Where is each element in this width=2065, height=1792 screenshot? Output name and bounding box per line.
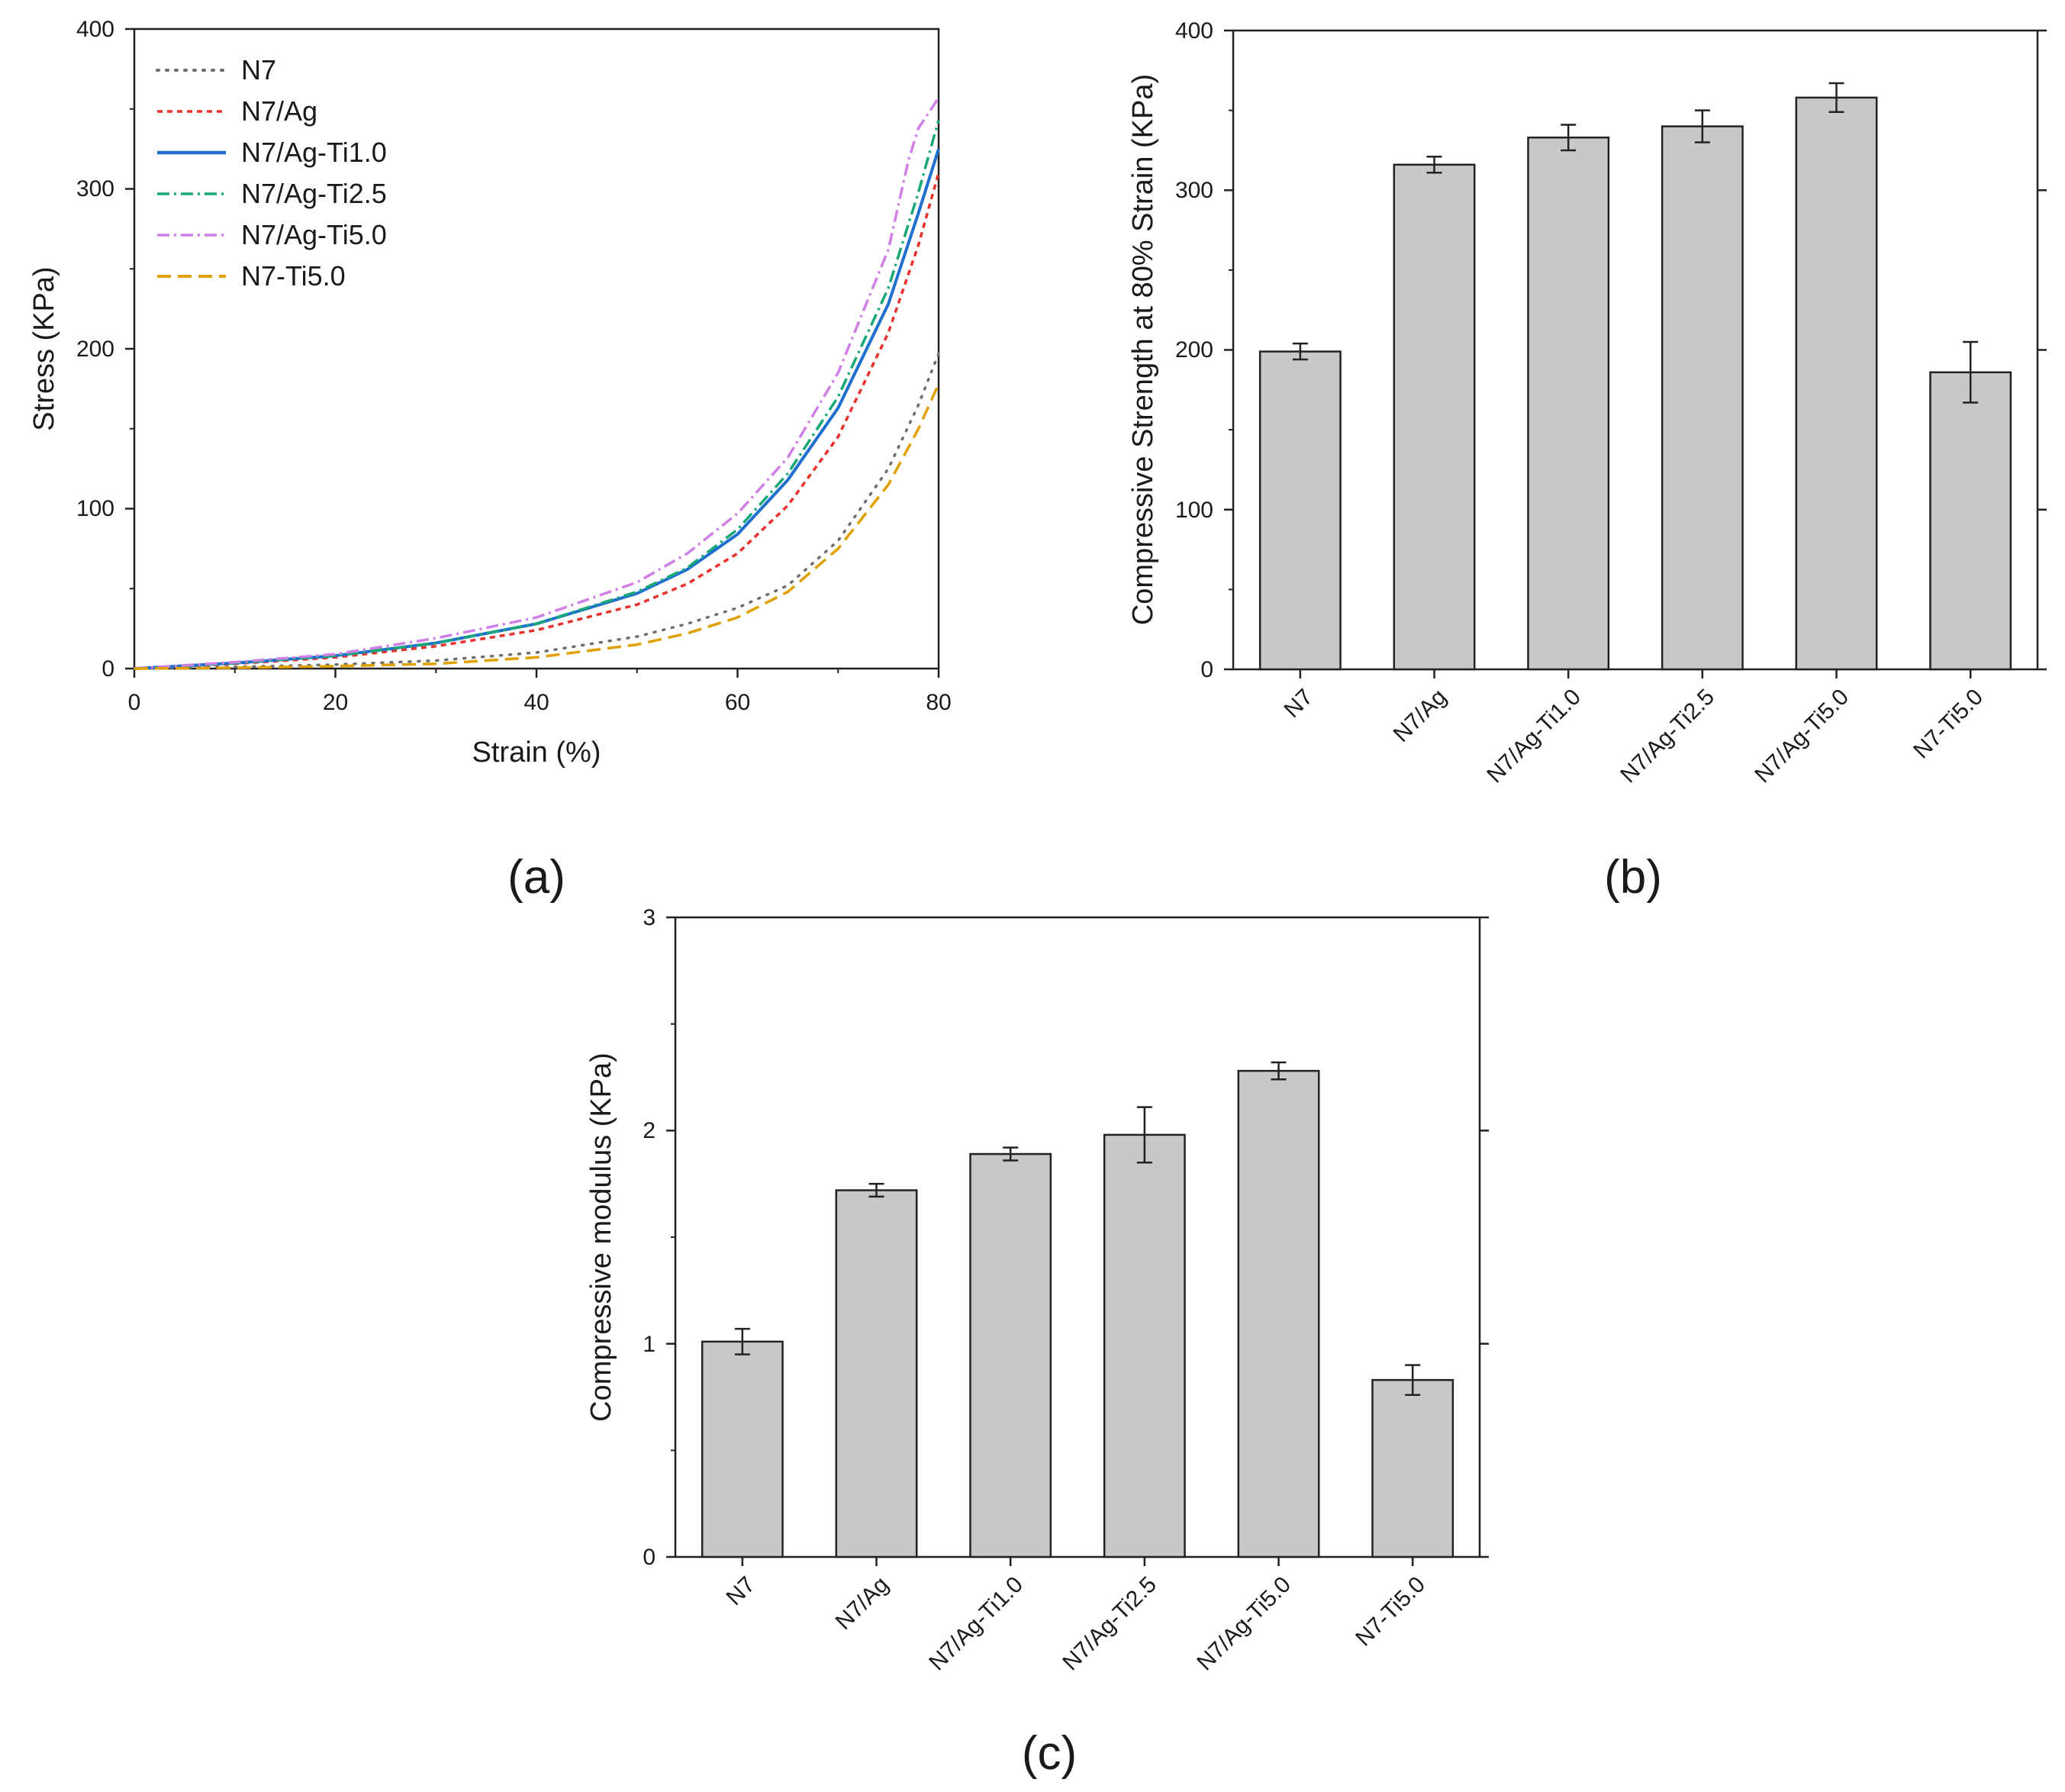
panel-c-bar-n7-ti5-0: [1371, 1378, 1455, 1558]
panel-b-category-label-n7-ag-ti2-5: N7/Ag-Ti2.5: [1616, 685, 1719, 788]
series-line-n7-ag: [134, 172, 940, 670]
panel-c-bar-n7-ag: [835, 1189, 918, 1558]
series-line-n7-ag-ti1-0: [134, 148, 940, 670]
panel-a-x-tick-label-20: 20: [323, 690, 348, 715]
panel-b-category-label-n7-ag-ti5: N7/Ag-Ti5.0: [1750, 685, 1854, 788]
panel-b-category-label-n7-ag-ti1: N7/Ag-Ti1.0: [1482, 685, 1586, 788]
panel-c-bar-n7-ag-ti5-0: [1237, 1069, 1320, 1558]
panel-a-x-axis-label: Strain (%): [472, 736, 601, 769]
panel-c-bars: [701, 1061, 1455, 1566]
panel-a-legend: N7 N7/Ag N7/Ag-Ti1.0 N7/Ag-Ti2.5 N7/Ag-T…: [156, 54, 387, 292]
panel-b-label: (b): [1604, 851, 1662, 904]
panel-b-y-tick-label-400: 400: [1175, 18, 1213, 44]
panel-b-y-tick-label-300: 300: [1175, 178, 1213, 203]
panel-c-category-label-n7-ag-ti5: N7/Ag-Ti5.0: [1192, 1572, 1296, 1676]
panel-b-plot-frame: [1232, 29, 2039, 671]
panel-c-bar-n7-ag-ti2-5: [1103, 1133, 1186, 1558]
legend-label-n7-ag-ti2-5: N7/Ag-Ti2.5: [241, 178, 387, 209]
panel-a-y-axis-label: Stress (KPa): [28, 266, 60, 430]
panel-c-category-label-n7-ag: N7/Ag: [831, 1572, 894, 1635]
panel-a-y-tick-label-200: 200: [76, 337, 114, 362]
panel-c-bar-chart: 0 1 2 3 N7 N7/Ag N7/Ag-Ti1.0 N7/Ag-Ti2.5…: [585, 905, 1489, 1780]
legend-label-n7-ag-ti5: N7/Ag-Ti5.0: [241, 219, 387, 250]
panel-a-label: (a): [507, 851, 565, 904]
panel-b-bar-n7-ag-ti2-5: [1661, 125, 1744, 671]
panel-b-y-axis-label: Compressive Strength at 80% Strain (KPa): [1127, 74, 1159, 625]
panel-c-category-label-n7: N7: [721, 1572, 759, 1610]
panel-c-category-label-n7-ag-ti2-5: N7/Ag-Ti2.5: [1058, 1572, 1161, 1676]
panel-c-y-tick-label-3: 3: [643, 905, 656, 930]
panel-a-line-chart: 0 100 200 300 400 0 20 40 60 80 Strain (…: [28, 17, 952, 904]
panel-c-label: (c): [1022, 1727, 1077, 1780]
panel-c-plot-frame: [674, 916, 1481, 1558]
panel-a-y-tick-label-300: 300: [76, 176, 114, 201]
panel-b-bar-chart: 0 100 200 300 400 N7 N7/Ag N7/Ag-Ti1.0 N…: [1127, 18, 2047, 904]
panel-a-x-tick-label-40: 40: [523, 690, 549, 715]
panel-b-category-label-n7-ag: N7/Ag: [1389, 685, 1451, 747]
series-line-n7: [133, 352, 940, 670]
panel-b-bar-n7: [1258, 350, 1342, 671]
panel-b-y-tick-label-200: 200: [1175, 337, 1213, 363]
panel-c-y-tick-marks: [666, 916, 1489, 1558]
series-line-n7-ag-ti5-0: [134, 97, 940, 670]
panel-b-category-label-n7: N7: [1279, 685, 1317, 723]
panel-a-x-tick-label-0: 0: [128, 690, 141, 715]
panel-b-y-tick-marks: [1224, 29, 2047, 671]
legend-label-n7-ag-ti1: N7/Ag-Ti1.0: [241, 137, 387, 168]
panel-b-y-tick-label-0: 0: [1200, 657, 1213, 682]
panel-c-bar-n7-ag-ti1-0: [969, 1152, 1052, 1558]
panel-b-bar-n7-ag-ti5-0: [1795, 96, 1878, 671]
panel-a-y-tick-label-100: 100: [76, 496, 114, 521]
panel-c-y-tick-label-2: 2: [643, 1118, 656, 1143]
panel-a-y-tick-label-400: 400: [76, 17, 114, 42]
panel-a-y-tick-marks: [125, 27, 134, 670]
panel-c-category-label-n7-ag-ti1: N7/Ag-Ti1.0: [924, 1572, 1028, 1676]
panel-c-y-axis-label: Compressive modulus (KPa): [585, 1052, 617, 1422]
panel-a-x-tick-marks: [133, 669, 940, 678]
panel-b-bar-n7-ti5-0: [1929, 371, 2012, 671]
panel-c-bar-n7: [701, 1340, 784, 1558]
legend-label-n7: N7: [241, 54, 276, 85]
panel-b-bar-n7-ag: [1393, 163, 1476, 671]
panel-c-y-tick-label-1: 1: [643, 1332, 656, 1357]
panel-c-y-tick-label-0: 0: [643, 1545, 656, 1570]
legend-label-n7-ag: N7/Ag: [241, 95, 317, 127]
panel-b-category-label-n7-ti5: N7-Ti5.0: [1909, 685, 1988, 764]
panel-b-bar-n7-ag-ti1-0: [1527, 136, 1610, 671]
panel-a-x-tick-label-80: 80: [926, 690, 951, 715]
series-line-n7-ag-ti2-5: [134, 119, 940, 670]
legend-label-n7-ti5: N7-Ti5.0: [241, 260, 346, 292]
panel-b-bars: [1258, 82, 2012, 678]
panel-a-series-lines: [133, 97, 940, 670]
series-line-n7-ti5-0: [134, 383, 940, 670]
panel-c-category-label-n7-ti5: N7-Ti5.0: [1351, 1572, 1430, 1652]
panel-a-x-tick-label-60: 60: [725, 690, 750, 715]
panel-a-y-tick-label-0: 0: [101, 656, 114, 682]
panel-b-y-tick-label-100: 100: [1175, 498, 1213, 523]
